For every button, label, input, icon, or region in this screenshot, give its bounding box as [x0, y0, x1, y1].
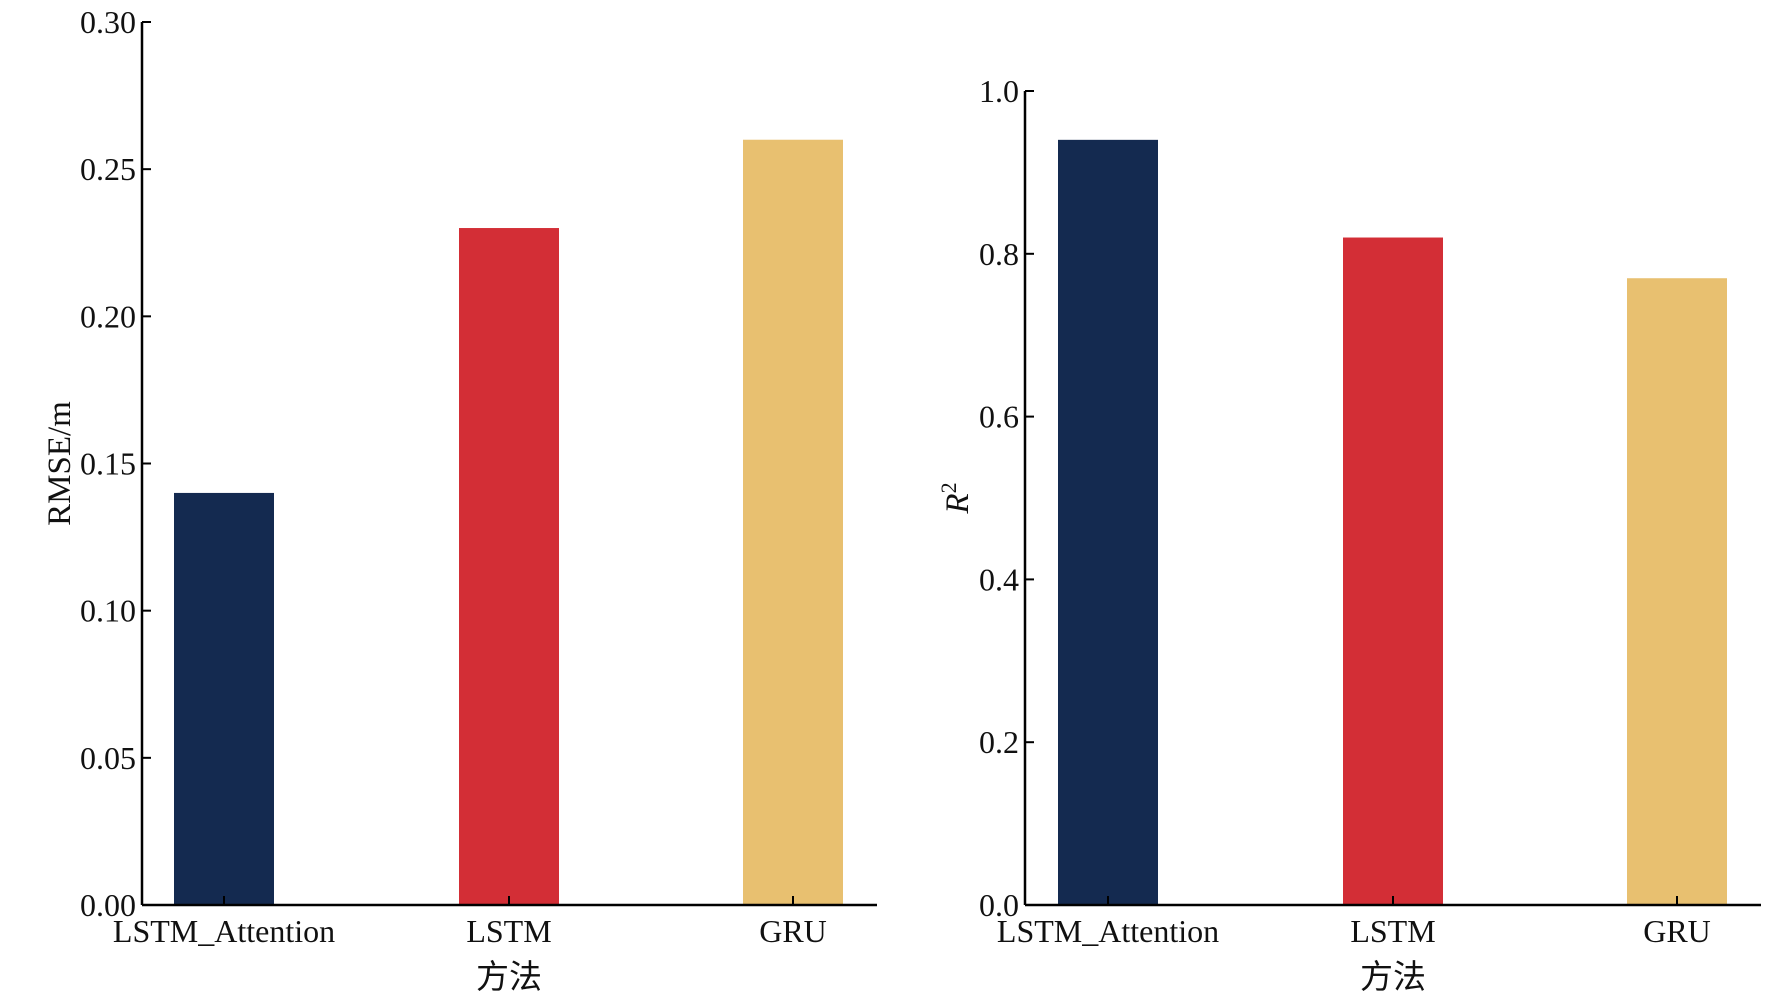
x-tick-label: LSTM_Attention — [113, 913, 335, 949]
y-tick-label: 0.05 — [80, 740, 136, 776]
bar-lstm — [459, 228, 559, 906]
y-tick-label: 0.00 — [80, 887, 136, 923]
y-axis-label-text: R — [940, 493, 976, 514]
y-tick-label: 0.10 — [80, 593, 136, 629]
y-axis-label: RMSE/m — [42, 401, 78, 526]
y-tick-label: 0.25 — [80, 151, 136, 187]
x-tick-label: LSTM — [466, 913, 551, 949]
y-tick-label: 0.6 — [979, 399, 1019, 435]
bar-lstm_attention — [174, 492, 274, 905]
x-tick-label: LSTM_Attention — [997, 913, 1219, 949]
y-tick-label: 1.0 — [979, 73, 1019, 109]
y-tick-label: 0.0 — [979, 887, 1019, 923]
x-tick-label: LSTM — [1350, 913, 1435, 949]
bar-lstm — [1343, 237, 1443, 905]
y-tick-label: 0.15 — [80, 446, 136, 482]
bar-lstm_attention — [1058, 139, 1158, 906]
y-tick-label: 0.20 — [80, 298, 136, 334]
y-tick-label: 0.4 — [979, 561, 1019, 597]
x-tick-label: GRU — [1643, 913, 1711, 949]
y-tick-label: 0.30 — [80, 4, 136, 40]
bar-gru — [1627, 278, 1727, 906]
y-axis-label-superscript: 2 — [936, 482, 961, 493]
y-axis-label: R2 — [936, 482, 976, 514]
y-tick-label: 0.2 — [979, 724, 1019, 760]
x-axis-label: 方法 — [476, 959, 542, 993]
y-axis-label-text: RMSE/m — [42, 401, 78, 526]
x-tick-label: GRU — [759, 913, 827, 949]
y-tick-label: 0.8 — [979, 236, 1019, 272]
bar-gru — [743, 139, 843, 905]
x-axis-label: 方法 — [1360, 959, 1426, 993]
